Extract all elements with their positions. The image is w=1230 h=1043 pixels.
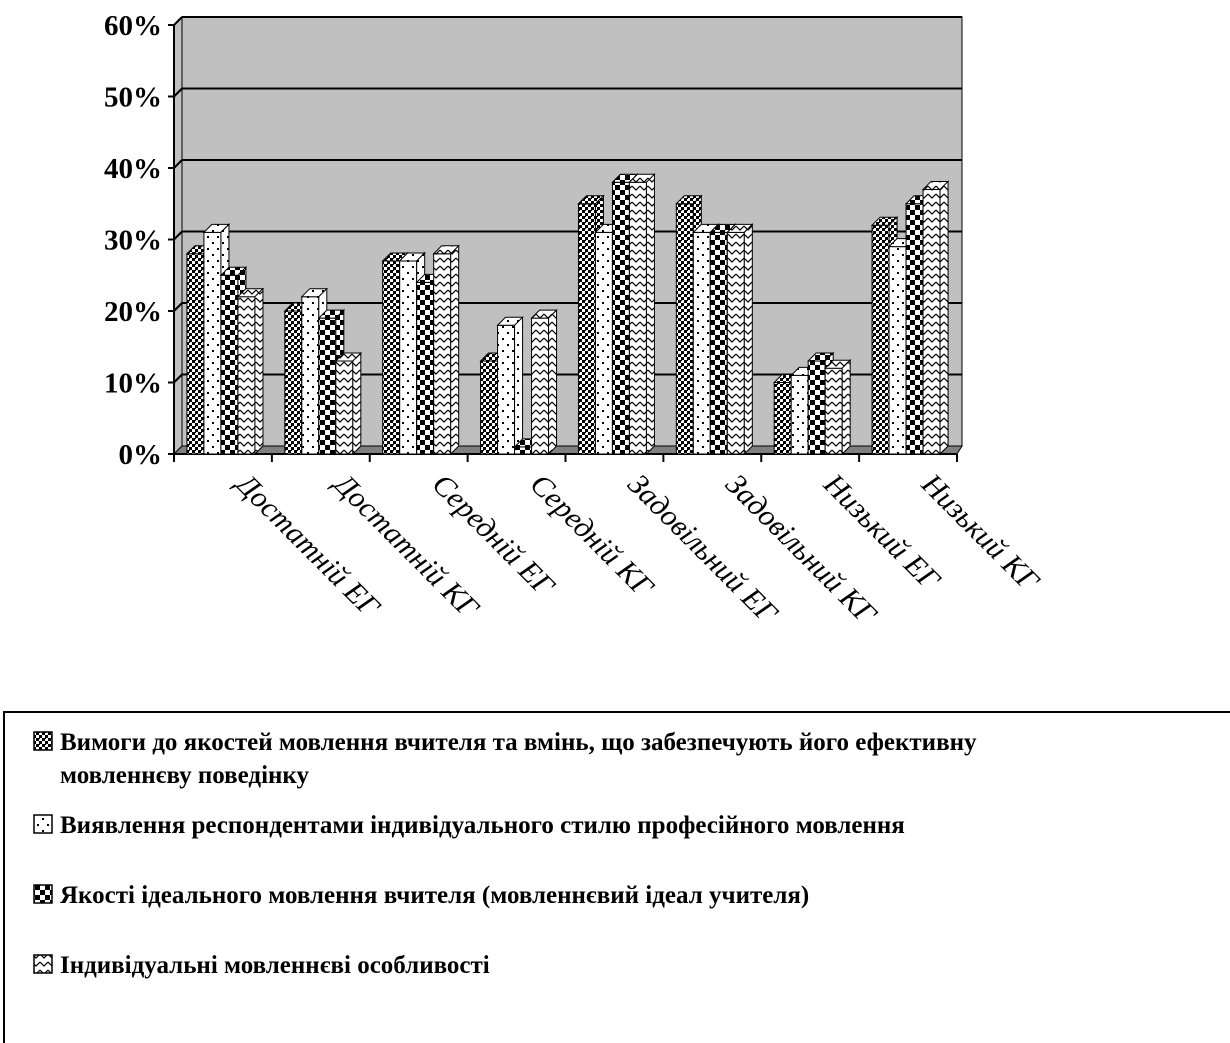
bar-front <box>905 203 924 455</box>
gridline-side <box>173 373 183 384</box>
bar <box>726 223 754 456</box>
bar <box>236 287 265 456</box>
legend-swatch <box>33 731 53 751</box>
bar-front <box>726 231 745 455</box>
bar-front <box>611 181 630 455</box>
bar-front <box>399 260 418 455</box>
bar-front <box>675 203 694 455</box>
bar-front <box>318 317 337 455</box>
bar-front <box>594 231 613 455</box>
bar-front <box>203 231 222 455</box>
bar-front <box>824 367 843 455</box>
bar-front <box>335 360 354 455</box>
bar-side <box>939 180 949 456</box>
bar-front <box>692 231 711 455</box>
bar-front <box>773 382 792 455</box>
bar-front <box>514 446 533 455</box>
y-tick-label: 60% <box>104 10 162 42</box>
y-tick-label: 40% <box>104 153 162 185</box>
legend-label: Вимоги до якостей мовлення вчителя та вм… <box>60 729 977 789</box>
bar <box>823 358 852 456</box>
bar-side <box>548 308 558 456</box>
bar-front <box>577 203 596 455</box>
bar <box>334 351 363 456</box>
legend-label: Виявлення респондентами індивідуального … <box>60 812 905 839</box>
legend-swatch <box>33 884 53 904</box>
bar-front <box>871 224 890 455</box>
legend-label: Якості ідеального мовлення вчителя (мовл… <box>60 882 809 909</box>
bar <box>628 173 656 456</box>
bar-front <box>416 281 435 455</box>
bar-front <box>382 260 401 455</box>
gridline-side <box>173 230 183 241</box>
bar-front <box>237 296 256 455</box>
legend-box <box>3 711 1230 1043</box>
bar-side <box>450 244 460 456</box>
bar-front <box>480 360 499 455</box>
legend-swatch <box>33 814 53 834</box>
bar-front <box>709 231 728 455</box>
bar-front <box>531 317 550 455</box>
y-tick-label: 20% <box>104 296 162 328</box>
legend-swatch <box>33 954 53 974</box>
bar-front <box>220 274 239 455</box>
y-tick-label: 30% <box>104 225 162 257</box>
bar-front <box>433 253 452 455</box>
y-tick-label: 50% <box>104 82 162 114</box>
bar-front <box>497 324 516 455</box>
gridline-side <box>173 87 183 98</box>
bar-side <box>841 358 851 456</box>
bar-side <box>743 223 753 456</box>
bar-side <box>352 351 362 456</box>
bar-front <box>628 181 647 455</box>
legend-label: Індивідуальні мовленнєві особливості <box>60 952 490 979</box>
gridline-side <box>173 302 183 312</box>
bar-front <box>807 360 826 455</box>
bar <box>921 180 950 456</box>
bar-front <box>301 296 320 455</box>
bars <box>185 173 950 456</box>
bar-front <box>790 374 809 455</box>
bar <box>496 316 524 456</box>
bar-side <box>254 287 264 456</box>
legend-label-line: Вимоги до якостей мовлення вчителя та вм… <box>60 729 977 756</box>
bar-front <box>922 188 941 455</box>
gridline-side <box>173 16 183 26</box>
bar-side <box>514 316 524 456</box>
bar-front <box>186 253 205 455</box>
bar-front <box>888 246 907 455</box>
bar <box>432 244 460 456</box>
legend: Вимоги до якостей мовлення вчителя та вм… <box>3 711 1230 1043</box>
y-tick-label: 10% <box>104 368 162 400</box>
legend-label-line: мовленнєву поведінку <box>60 762 309 789</box>
bar-front <box>284 310 303 455</box>
gridline-side <box>173 159 183 169</box>
bar-side <box>645 173 655 456</box>
bar <box>530 308 558 456</box>
y-tick-label: 0% <box>119 439 163 471</box>
